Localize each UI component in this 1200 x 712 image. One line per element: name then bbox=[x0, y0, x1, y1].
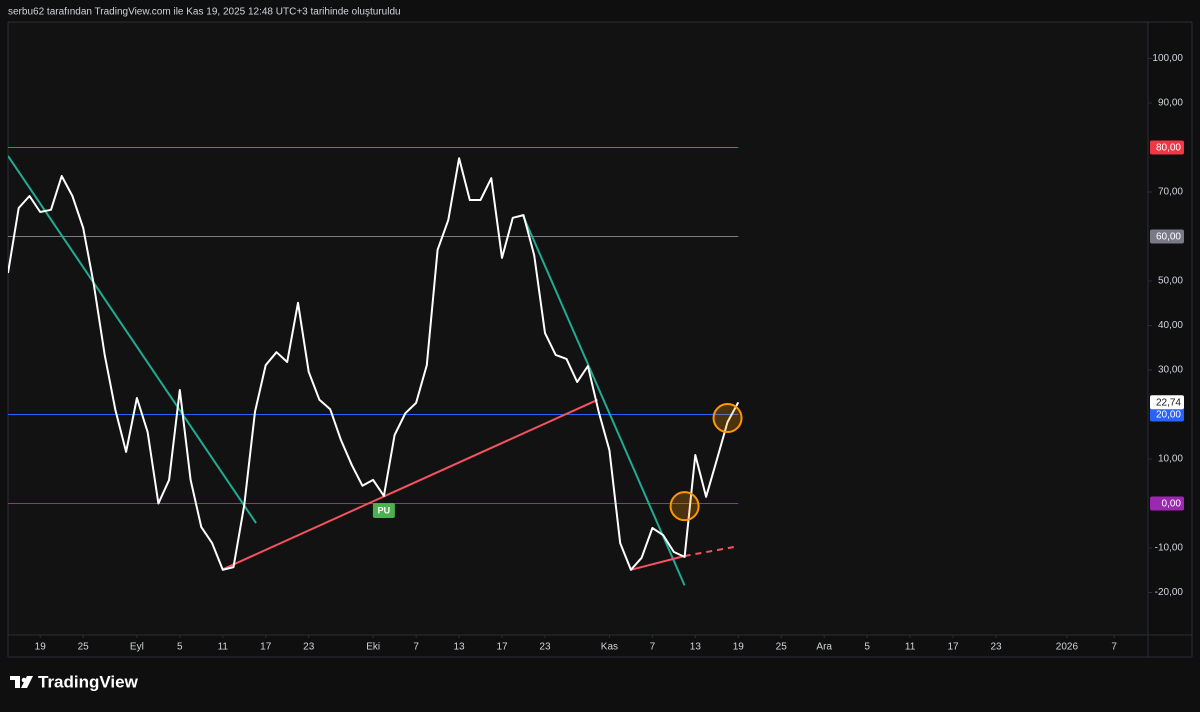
x-tick-label: 5 bbox=[177, 642, 183, 653]
logo: TradingView bbox=[10, 672, 139, 691]
highlight-circle bbox=[712, 403, 743, 434]
y-tick-label: 50,00 bbox=[1158, 276, 1183, 287]
x-tick-label: 17 bbox=[260, 642, 272, 653]
plot: PU bbox=[8, 146, 743, 586]
trend-line bbox=[8, 155, 257, 524]
axis-label-bg bbox=[1150, 407, 1184, 422]
header: serbu62 tarafından TradingView.com ile K… bbox=[8, 7, 401, 18]
x-tick-label: 25 bbox=[776, 642, 788, 653]
y-tick-label: 100,00 bbox=[1152, 53, 1183, 64]
last-value-label: 22,74 bbox=[1156, 397, 1181, 408]
annotation: PU bbox=[378, 505, 391, 515]
trend-line bbox=[630, 555, 685, 571]
x-tick-label: 13 bbox=[690, 642, 702, 653]
y-tick-label: 30,00 bbox=[1158, 365, 1183, 376]
x-tick-label: 5 bbox=[864, 642, 870, 653]
logo-icon bbox=[10, 676, 20, 688]
y-tick-label: -10,00 bbox=[1155, 543, 1184, 554]
x-tick-label: Ara bbox=[816, 642, 832, 653]
x-tick-label: 19 bbox=[733, 642, 745, 653]
x-tick-label: 7 bbox=[1111, 642, 1117, 653]
brand: TradingView bbox=[38, 672, 139, 691]
x-tick-label: 7 bbox=[650, 642, 656, 653]
data-line bbox=[8, 157, 740, 571]
highlight-circle bbox=[669, 491, 700, 522]
y-tick-label: 90,00 bbox=[1158, 98, 1183, 109]
x-tick-label: 11 bbox=[218, 642, 229, 653]
y-tick-label: -20,00 bbox=[1155, 587, 1184, 598]
y-tick-label: 40,00 bbox=[1158, 320, 1183, 331]
y-tick-label: 10,00 bbox=[1158, 454, 1183, 465]
axis-label: 60,00 bbox=[1156, 232, 1181, 243]
axis-label: 80,00 bbox=[1156, 143, 1181, 154]
axis-label-bg bbox=[1150, 496, 1184, 511]
x-tick-label: 17 bbox=[948, 642, 960, 653]
x-tick-label: 19 bbox=[35, 642, 47, 653]
x-tick-label: 25 bbox=[78, 642, 90, 653]
last-value-bg bbox=[1150, 395, 1184, 410]
x-tick-label: Kas bbox=[601, 642, 618, 653]
trend-line bbox=[221, 398, 599, 571]
x-tick-label: 23 bbox=[303, 642, 315, 653]
x-tick-label: 2026 bbox=[1056, 642, 1079, 653]
x-tick-label: 23 bbox=[990, 642, 1002, 653]
y-tick-label: 70,00 bbox=[1158, 187, 1183, 198]
axis-label: 0,00 bbox=[1162, 499, 1182, 510]
axis-label-bg bbox=[1150, 229, 1184, 244]
axis-label: 20,00 bbox=[1156, 410, 1181, 421]
x-tick-label: Eyl bbox=[130, 642, 144, 653]
axis-label-bg bbox=[1150, 140, 1184, 155]
x-tick-label: 17 bbox=[496, 642, 508, 653]
logo-icon bbox=[21, 676, 33, 688]
x-tick-label: 13 bbox=[453, 642, 465, 653]
x-tick-label: 23 bbox=[539, 642, 551, 653]
annotation-bg bbox=[372, 503, 395, 519]
trend-line bbox=[521, 213, 686, 586]
x-tick-label: 11 bbox=[905, 642, 916, 653]
plot-area bbox=[8, 22, 1148, 635]
trend-line bbox=[684, 545, 739, 557]
x-tick-label: 7 bbox=[413, 642, 419, 653]
x-tick-label: Eki bbox=[366, 642, 380, 653]
